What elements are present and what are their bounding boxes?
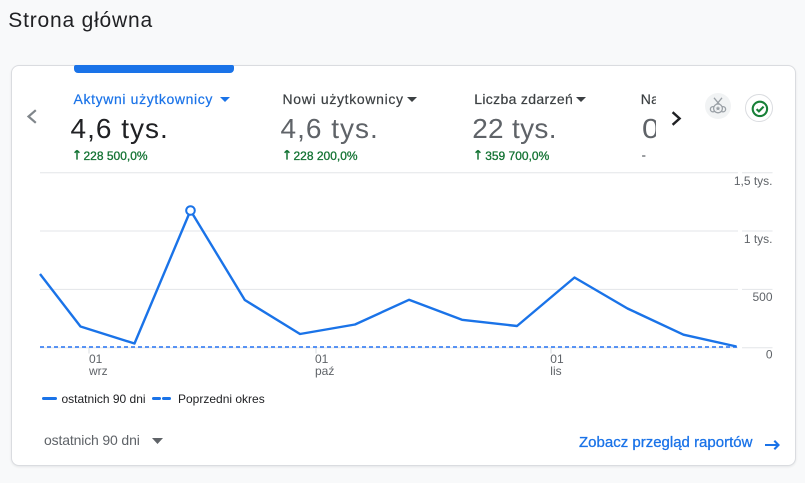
svg-text:wrz: wrz [88, 364, 108, 378]
svg-text:1,5 tys.: 1,5 tys. [734, 174, 773, 188]
svg-text:01: 01 [550, 352, 564, 366]
svg-text:01: 01 [315, 352, 329, 366]
svg-text:0: 0 [766, 347, 773, 361]
svg-text:01: 01 [89, 352, 103, 366]
svg-text:paź: paź [315, 364, 334, 378]
svg-text:500: 500 [752, 290, 772, 304]
svg-text:1 tys.: 1 tys. [744, 232, 773, 246]
svg-text:lis: lis [550, 364, 561, 378]
